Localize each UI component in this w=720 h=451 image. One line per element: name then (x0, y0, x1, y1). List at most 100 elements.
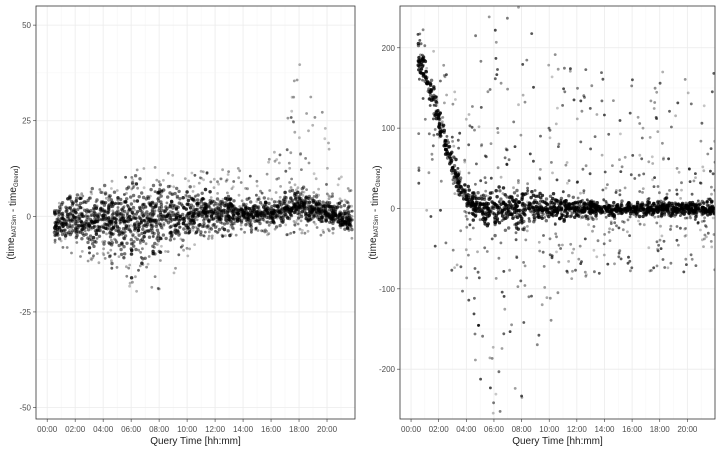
data-point (117, 233, 121, 237)
data-point (473, 296, 476, 300)
data-point (618, 193, 622, 197)
data-point (306, 229, 310, 233)
data-point (299, 153, 302, 157)
data-point (123, 193, 126, 196)
data-point (465, 225, 469, 229)
data-point (701, 238, 704, 242)
data-point (110, 238, 113, 242)
data-point (569, 242, 573, 246)
data-point (602, 253, 606, 257)
data-point (221, 168, 225, 172)
data-point (137, 233, 141, 237)
data-point (515, 255, 518, 258)
data-point (102, 218, 106, 222)
data-point (550, 161, 553, 164)
data-point (479, 377, 482, 381)
data-point (109, 248, 113, 252)
data-point (539, 168, 542, 171)
data-point (122, 231, 126, 235)
data-point (128, 284, 132, 288)
data-point (189, 203, 194, 207)
data-point (248, 174, 252, 178)
data-point (249, 224, 253, 229)
data-point (128, 281, 132, 285)
data-point (434, 104, 438, 107)
data-point (220, 233, 224, 237)
data-point (497, 370, 501, 374)
data-point (609, 220, 613, 224)
data-point (267, 216, 271, 220)
data-point (185, 196, 189, 200)
data-point (296, 186, 300, 190)
data-point (562, 87, 565, 91)
data-point (473, 332, 477, 336)
data-point (120, 241, 124, 245)
data-point (579, 191, 582, 195)
data-point (265, 214, 269, 217)
data-point (500, 219, 504, 223)
data-point (141, 202, 145, 206)
data-point (583, 237, 587, 241)
data-point (659, 224, 662, 228)
data-point (222, 227, 227, 232)
data-point (116, 201, 121, 205)
data-point (278, 195, 282, 199)
data-point (651, 178, 654, 182)
data-point (205, 171, 209, 175)
data-point (483, 176, 487, 180)
data-point (192, 218, 196, 222)
data-point (654, 116, 658, 119)
data-point (567, 194, 571, 198)
data-point (111, 215, 115, 220)
data-point (576, 180, 579, 184)
data-point (178, 225, 182, 229)
data-point (633, 177, 637, 180)
data-point (516, 213, 520, 217)
data-point (261, 229, 265, 233)
data-point (121, 207, 125, 211)
data-point (694, 176, 697, 180)
data-point (315, 226, 319, 229)
data-point (228, 201, 232, 206)
data-point (338, 218, 341, 222)
data-point (336, 215, 340, 219)
data-point (629, 173, 633, 177)
data-point (545, 296, 549, 299)
data-point (703, 237, 706, 241)
data-point (683, 216, 687, 220)
data-point (202, 234, 206, 238)
data-point (119, 201, 123, 206)
data-point (91, 256, 95, 260)
data-point (709, 169, 712, 173)
data-point (496, 166, 500, 170)
data-point (507, 158, 511, 162)
data-point (119, 197, 123, 202)
data-point (185, 202, 189, 206)
data-point (267, 232, 271, 236)
data-point (331, 227, 335, 231)
x-tick-label: 16:00 (261, 425, 282, 434)
data-point (130, 210, 134, 214)
data-point (148, 202, 152, 206)
data-points (416, 6, 715, 415)
data-point (494, 57, 498, 60)
data-point (631, 154, 635, 157)
data-point (658, 81, 662, 85)
data-point (630, 84, 634, 88)
data-point (338, 197, 342, 201)
data-point (149, 223, 153, 227)
data-point (232, 217, 236, 221)
data-point (523, 100, 527, 104)
data-point (138, 214, 141, 218)
data-point (263, 200, 268, 204)
data-point (467, 211, 471, 215)
data-point (292, 79, 296, 83)
data-point (597, 271, 601, 275)
data-point (140, 231, 144, 236)
data-point (530, 210, 534, 214)
data-point (260, 203, 264, 207)
data-point (555, 250, 558, 254)
data-point (430, 158, 434, 161)
data-point (692, 179, 696, 183)
